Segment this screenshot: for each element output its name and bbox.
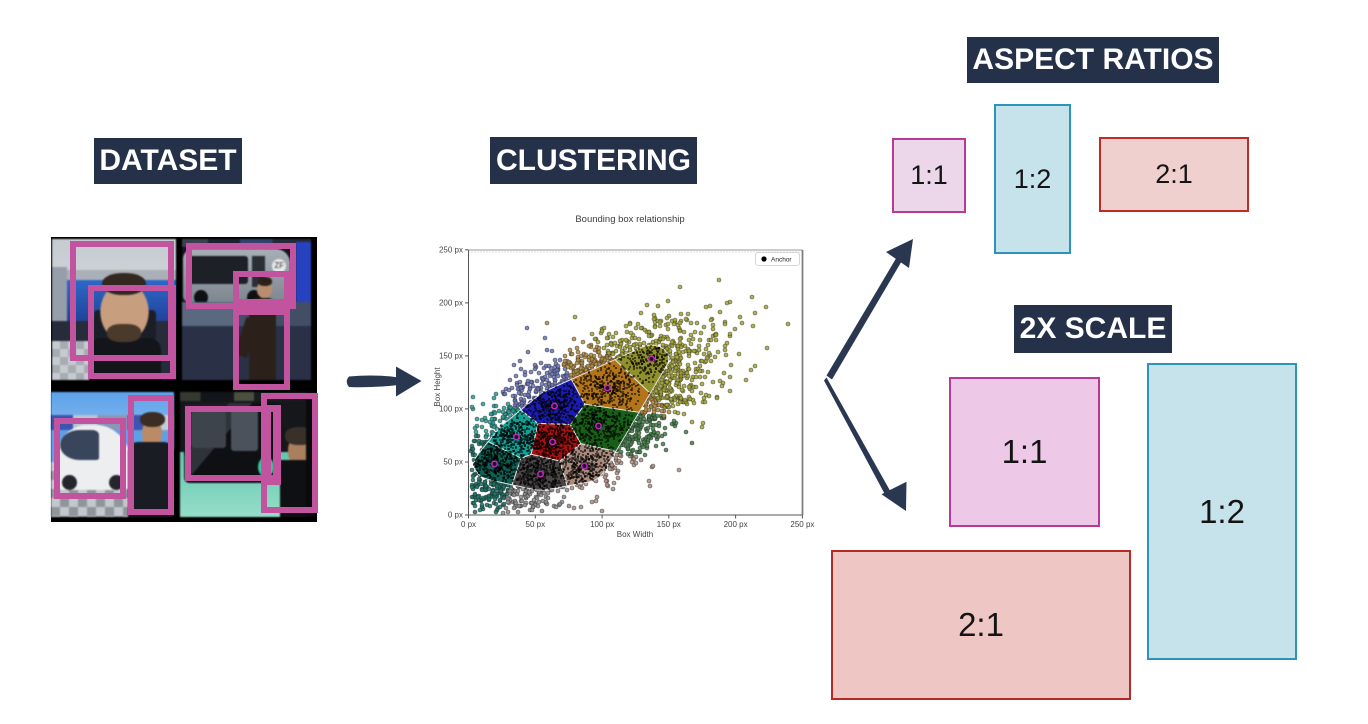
- svg-text:150 px: 150 px: [657, 520, 681, 529]
- svg-text:250 px: 250 px: [790, 520, 814, 529]
- svg-text:50 px: 50 px: [443, 458, 463, 467]
- svg-text:200 px: 200 px: [724, 520, 748, 529]
- svg-text:50 px: 50 px: [526, 520, 546, 529]
- svg-text:Box Width: Box Width: [617, 530, 653, 539]
- svg-text:250 px: 250 px: [439, 245, 463, 254]
- svg-text:0 px: 0 px: [448, 511, 463, 520]
- svg-text:Box Height: Box Height: [433, 367, 442, 407]
- svg-text:0 px: 0 px: [461, 520, 476, 529]
- svg-text:200 px: 200 px: [439, 299, 463, 308]
- svg-text:100 px: 100 px: [590, 520, 614, 529]
- svg-text:Bounding box relationship: Bounding box relationship: [575, 214, 684, 225]
- svg-text:150 px: 150 px: [439, 352, 463, 361]
- svg-text:100 px: 100 px: [439, 405, 463, 414]
